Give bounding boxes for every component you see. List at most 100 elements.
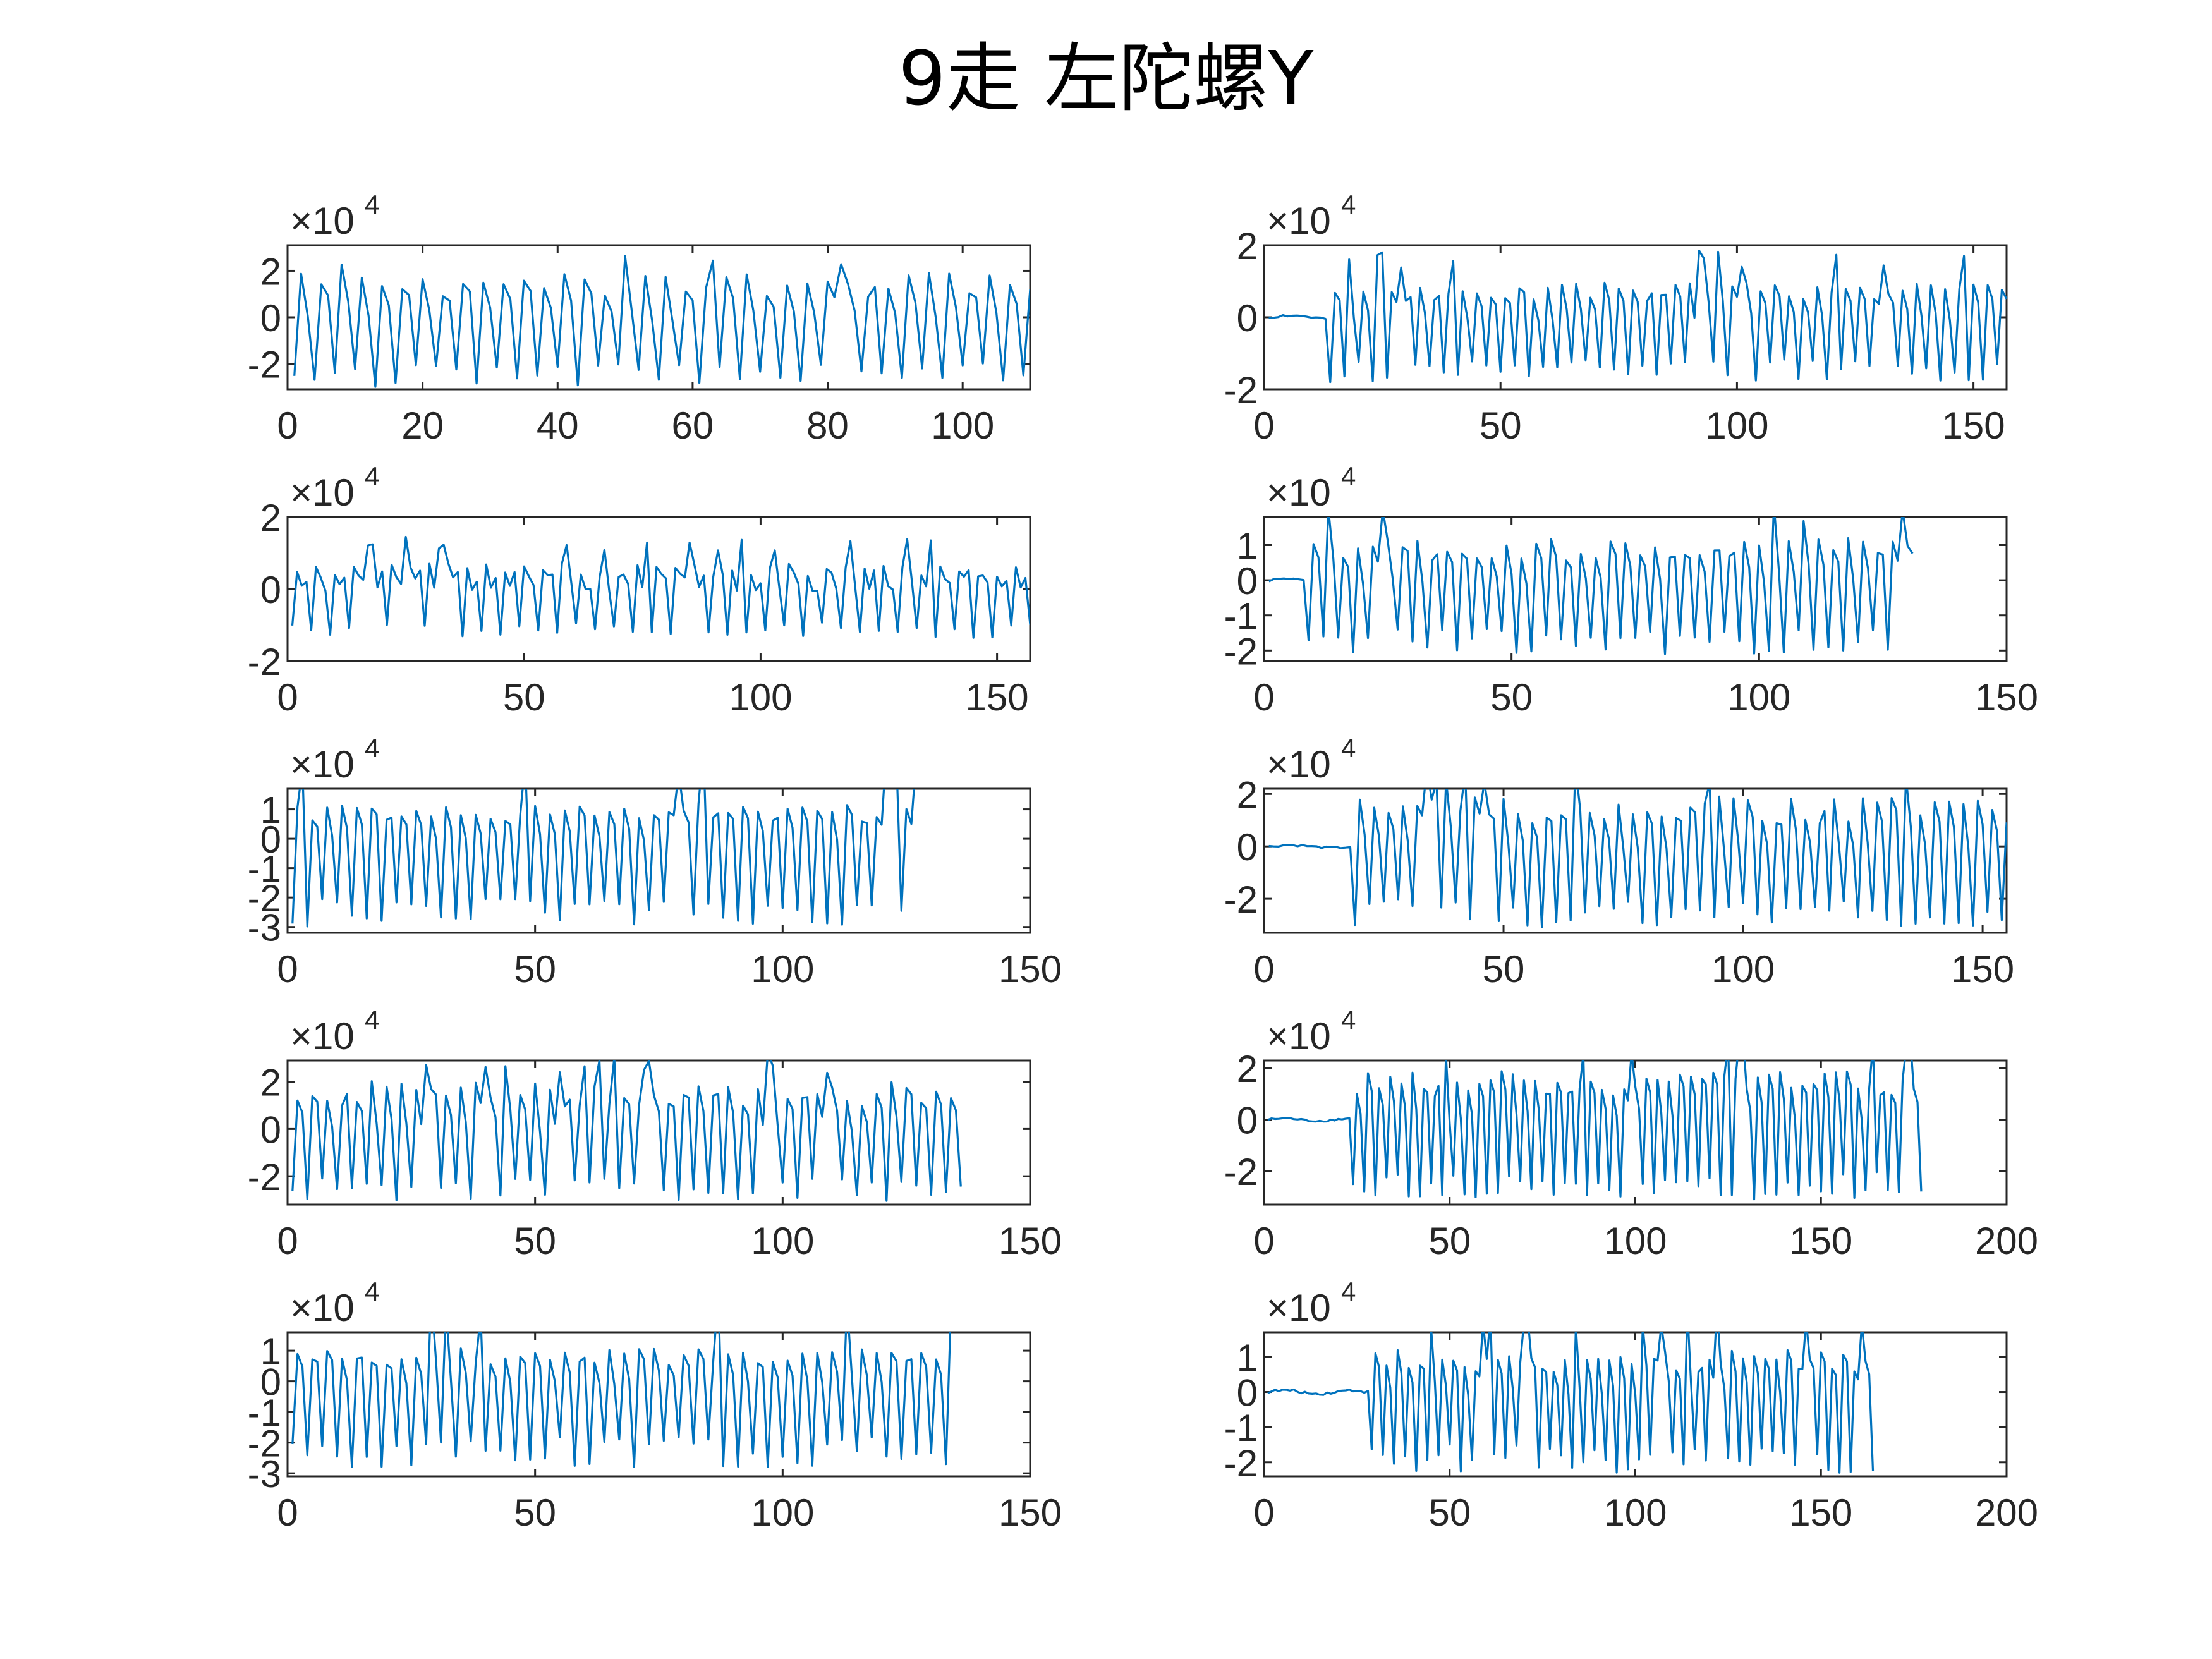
y-tick-label: -1 <box>248 848 281 890</box>
subplot-grid: 0 20 40 60 80 100-202×10 40 50 100 150-202×10 40 50… <box>248 190 2038 1534</box>
y-tick-label: 2 <box>260 1062 281 1104</box>
x-tick-label: 150 <box>1789 1492 1852 1534</box>
x-tick-label: 200 <box>1975 1220 2038 1262</box>
x-tick-label: 150 <box>999 948 1062 990</box>
x-tick-label: 0 <box>1253 1492 1274 1534</box>
y-exponent-label: ×10 <box>290 1287 355 1329</box>
x-tick-label: 20 <box>401 404 444 447</box>
y-exponent-label: ×10 <box>1267 743 1331 786</box>
y-tick-label: 1 <box>1237 1337 1258 1379</box>
y-tick-label: -2 <box>1224 630 1258 672</box>
x-tick-label: 50 <box>514 1492 556 1534</box>
y-tick-label: 0 <box>1237 560 1258 602</box>
subplot-8: 0 50 100 150 200 -2 0 2×10 4 <box>1224 1005 2038 1262</box>
x-tick-label: 100 <box>729 676 792 719</box>
x-tick-label: 150 <box>1942 404 2005 447</box>
x-tick-label: 0 <box>277 676 298 719</box>
subplot-6: 0 50 100 150 -2 0 2×10 4 <box>1224 733 2015 990</box>
series-line <box>291 789 915 928</box>
y-exponent-label: ×10 <box>1267 200 1331 242</box>
x-tick-label: 150 <box>1975 676 2038 719</box>
x-tick-label: 0 <box>277 1220 298 1262</box>
y-tick-label: 2 <box>1237 774 1258 816</box>
x-tick-label: 40 <box>537 404 579 447</box>
x-tick-label: 100 <box>1603 1492 1667 1534</box>
x-tick-label: 100 <box>1705 404 1768 447</box>
series-line <box>1267 1060 1923 1201</box>
y-tick-label: -2 <box>248 877 281 920</box>
y-tick-label: 0 <box>260 818 281 861</box>
x-tick-label: 0 <box>1253 1220 1274 1262</box>
x-tick-label: 50 <box>1428 1220 1471 1262</box>
x-tick-label: 50 <box>1480 404 1522 447</box>
y-tick-label: 0 <box>260 1109 281 1151</box>
y-exponent-power: 4 <box>365 461 379 491</box>
series-line <box>291 535 1030 639</box>
y-tick-label: 1 <box>260 789 281 832</box>
x-tick-label: 50 <box>1428 1492 1471 1534</box>
y-exponent-label: ×10 <box>1267 471 1331 514</box>
y-tick-label: -2 <box>248 1423 281 1465</box>
y-exponent-label: ×10 <box>290 743 355 786</box>
x-tick-label: 50 <box>514 1220 556 1262</box>
x-tick-label: 50 <box>1490 676 1533 719</box>
x-tick-label: 100 <box>751 1220 814 1262</box>
y-tick-label: 2 <box>1237 1048 1258 1090</box>
series-line <box>1268 789 2007 928</box>
y-tick-label: -2 <box>1224 1151 1258 1193</box>
y-tick-label: -3 <box>248 907 281 949</box>
series-line <box>291 1060 962 1202</box>
y-exponent-label: ×10 <box>1267 1287 1331 1329</box>
y-exponent-power: 4 <box>1341 190 1356 219</box>
y-tick-label: 0 <box>260 297 281 339</box>
y-exponent-label: ×10 <box>290 1015 355 1057</box>
y-exponent-power: 4 <box>1341 1277 1356 1306</box>
y-tick-label: 0 <box>260 569 281 611</box>
x-tick-label: 100 <box>1603 1220 1667 1262</box>
y-exponent-power: 4 <box>365 1005 379 1035</box>
y-exponent-power: 4 <box>1341 733 1356 763</box>
x-tick-label: 0 <box>1253 948 1274 990</box>
subplot-2: 0 50 100 150-202×10 4 <box>1224 190 2008 447</box>
x-tick-label: 0 <box>277 1492 298 1534</box>
x-tick-label: 50 <box>503 676 545 719</box>
x-tick-label: 60 <box>672 404 714 447</box>
y-tick-label: -2 <box>1224 1442 1258 1485</box>
x-tick-label: 150 <box>999 1220 1062 1262</box>
y-tick-label: -1 <box>1224 1407 1258 1449</box>
series-line <box>1268 517 1914 655</box>
y-tick-label: -1 <box>1224 595 1258 638</box>
y-tick-label: 2 <box>1237 225 1258 267</box>
x-tick-label: 0 <box>1253 676 1274 719</box>
axes-frame <box>1263 516 2008 662</box>
figure-title: 9走 左陀螺Y <box>899 35 1315 122</box>
y-tick-label: 1 <box>260 1330 281 1373</box>
y-tick-label: -1 <box>248 1392 281 1434</box>
x-tick-label: 50 <box>1483 948 1525 990</box>
subplot-1: 0 20 40 60 80 100-202×10 4 <box>248 190 1031 447</box>
x-tick-label: 100 <box>931 404 994 447</box>
y-tick-label: 0 <box>1237 826 1258 868</box>
y-exponent-power: 4 <box>1341 461 1356 491</box>
subplot-7: 0 50 100 150 -2 0 2×10 4 <box>248 1005 1062 1262</box>
subplot-10: 0 50 100 150 200-2-101×10 4 <box>1224 1277 2038 1534</box>
y-exponent-label: ×10 <box>290 200 355 242</box>
y-tick-label: -2 <box>248 1156 281 1198</box>
x-tick-label: 0 <box>1253 404 1274 447</box>
x-tick-label: 0 <box>277 404 298 447</box>
x-tick-label: 80 <box>806 404 849 447</box>
x-tick-label: 150 <box>1789 1220 1852 1262</box>
y-tick-label: -2 <box>1224 878 1258 921</box>
y-exponent-power: 4 <box>365 733 379 763</box>
x-tick-label: 150 <box>966 676 1029 719</box>
y-tick-label: -2 <box>248 344 281 386</box>
y-tick-label: 0 <box>260 1361 281 1404</box>
x-tick-label: 150 <box>999 1492 1062 1534</box>
subplot-5: 0 50 100 150-3-2-101×10 4 <box>248 733 1062 990</box>
subplot-9: 0 50 100 150-3-2-101×10 4 <box>248 1277 1062 1534</box>
x-tick-label: 100 <box>1727 676 1790 719</box>
y-tick-label: 2 <box>260 497 281 539</box>
x-tick-label: 200 <box>1975 1492 2038 1534</box>
subplot-3: 0 50 100 150-202×10 4 <box>248 461 1031 719</box>
series-line <box>1267 1332 1875 1474</box>
